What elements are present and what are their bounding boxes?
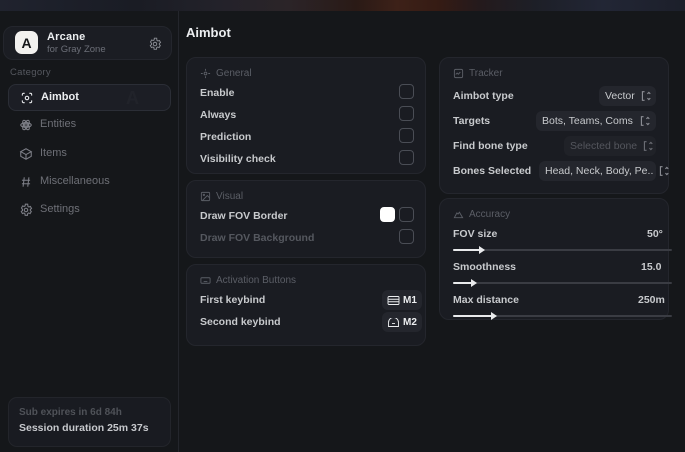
- svg-text:A: A: [126, 88, 139, 108]
